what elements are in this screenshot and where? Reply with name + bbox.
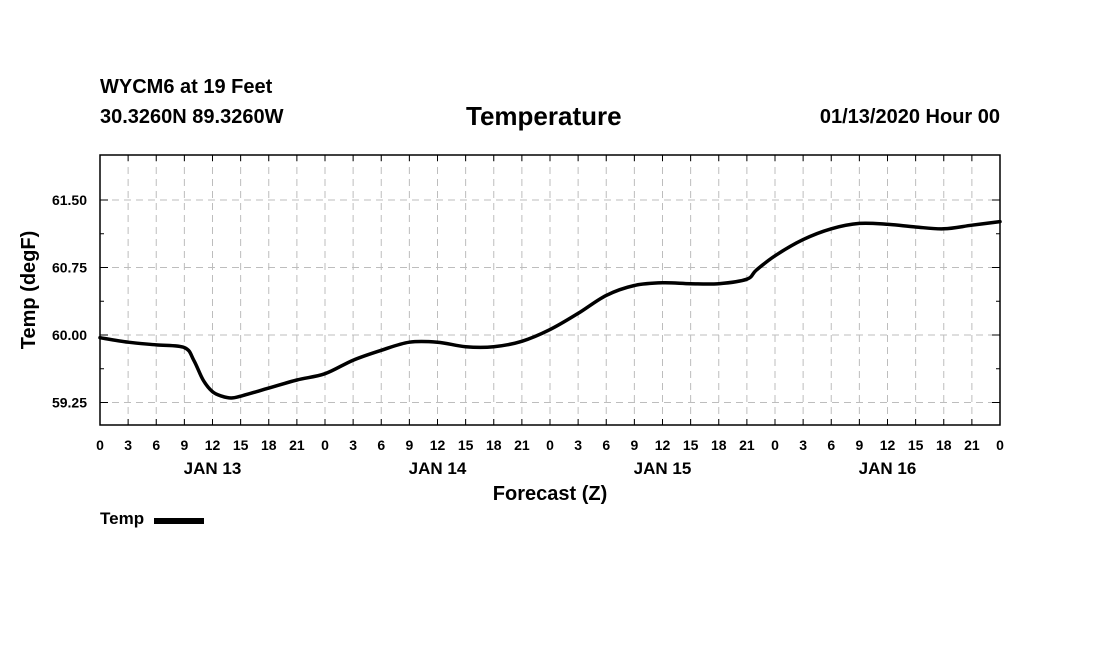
series: [98, 219, 1002, 400]
x-tick-label: 12: [430, 437, 446, 453]
x-tick-label: 21: [514, 437, 530, 453]
x-tick-label: 3: [124, 437, 132, 453]
x-tick-label: 15: [233, 437, 249, 453]
x-tick-label: 3: [799, 437, 807, 453]
y-axis-label: Temp (degF): [18, 231, 40, 350]
x-tick-label: 9: [405, 437, 413, 453]
legend-swatch-temp: [154, 517, 205, 524]
x-tick-label: 21: [289, 437, 305, 453]
series-line-temp: [98, 219, 1002, 400]
x-tick-label: 9: [180, 437, 188, 453]
grid: [100, 155, 1000, 425]
x-tick-label: 6: [152, 437, 160, 453]
x-tick-label: 3: [574, 437, 582, 453]
x-tick-label: 18: [486, 437, 502, 453]
x-tick-label: 0: [996, 437, 1004, 453]
x-axis: 0 3 6 9 12 15 18 21 0 3 6 9 12 15 18 21 0 3 6 9 12 15 18 21 0 3 6 9…: [96, 155, 1004, 478]
legend-label-temp: Temp: [100, 509, 145, 528]
x-tick-label: 18: [261, 437, 277, 453]
x-tick-label: 3: [349, 437, 357, 453]
x-tick-label: 9: [630, 437, 638, 453]
y-tick-label: 59.25: [52, 395, 87, 411]
y-tick-label: 60.00: [52, 327, 87, 343]
y-tick-label: 61.50: [52, 192, 87, 208]
x-tick-label: 6: [602, 437, 610, 453]
x-tick-label: 0: [771, 437, 779, 453]
x-tick-label: 9: [855, 437, 863, 453]
x-tick-label: 15: [908, 437, 924, 453]
x-tick-label: 18: [711, 437, 727, 453]
day-label: JAN 13: [184, 459, 242, 478]
day-label: JAN 15: [634, 459, 692, 478]
x-tick-label: 21: [739, 437, 755, 453]
x-tick-label: 6: [377, 437, 385, 453]
x-tick-label: 12: [880, 437, 896, 453]
station-coordinates: 30.3260N 89.3260W: [100, 106, 284, 128]
chart-title: Temperature: [466, 101, 622, 131]
y-tick-label: 60.75: [52, 260, 87, 276]
station-label: WYCM6 at 19 Feet: [100, 76, 273, 98]
x-tick-label: 15: [458, 437, 474, 453]
day-label: JAN 14: [409, 459, 467, 478]
day-label: JAN 16: [859, 459, 917, 478]
x-tick-label: 12: [655, 437, 671, 453]
x-tick-label: 6: [827, 437, 835, 453]
x-tick-label: 0: [546, 437, 554, 453]
y-axis: 59.25 60.00 60.75 61.50: [52, 192, 1000, 411]
x-tick-label: 15: [683, 437, 699, 453]
x-tick-label: 0: [321, 437, 329, 453]
legend: Temp: [100, 509, 205, 529]
x-tick-label: 21: [964, 437, 980, 453]
x-tick-label: 18: [936, 437, 952, 453]
valid-time: 01/13/2020 Hour 00: [819, 106, 1000, 128]
x-axis-label: Forecast (Z): [493, 483, 607, 505]
x-tick-label: 12: [205, 437, 221, 453]
x-tick-label: 0: [96, 437, 104, 453]
